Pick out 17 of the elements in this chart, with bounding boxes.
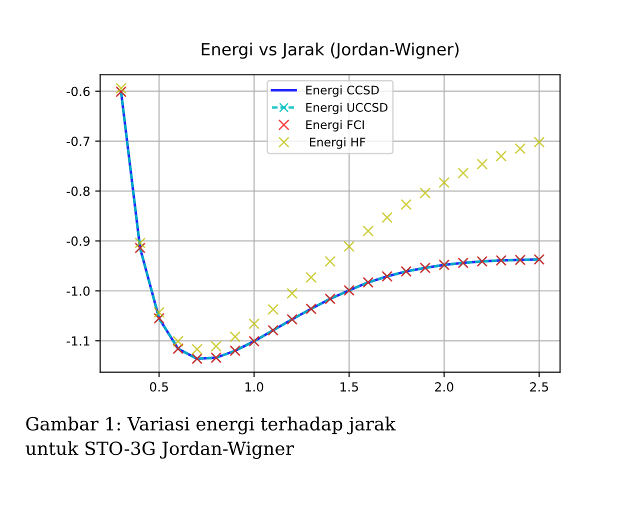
y-tick-label: -1.0 — [66, 286, 90, 296]
y-tick-label: -0.7 — [66, 136, 90, 146]
legend-label: Energi HF — [310, 137, 366, 149]
y-tick-label: -0.6 — [66, 86, 90, 96]
chart-title: Energi vs Jarak (Jordan-Wigner) — [202, 42, 459, 59]
legend-label: Energi CCSD — [306, 85, 379, 97]
y-tick-label: -0.8 — [66, 186, 90, 196]
y-tick-label: -0.9 — [66, 236, 90, 246]
legend-label: Energi UCCSD — [306, 102, 388, 114]
x-tick-label: 2.5 — [530, 382, 548, 392]
x-tick-label: 1.5 — [340, 382, 358, 392]
x-tick-label: 1.0 — [246, 382, 264, 392]
x-tick-label: 2.0 — [435, 382, 454, 392]
text: Gambar 1: Variasi energi terhadap jarak untuk STO-3G Jordan-Wigner — [26, 416, 396, 459]
legend-label: Energi FCI — [306, 120, 364, 132]
y-tick-label: -1.1 — [66, 336, 90, 346]
x-tick-label: 0.5 — [150, 382, 168, 392]
